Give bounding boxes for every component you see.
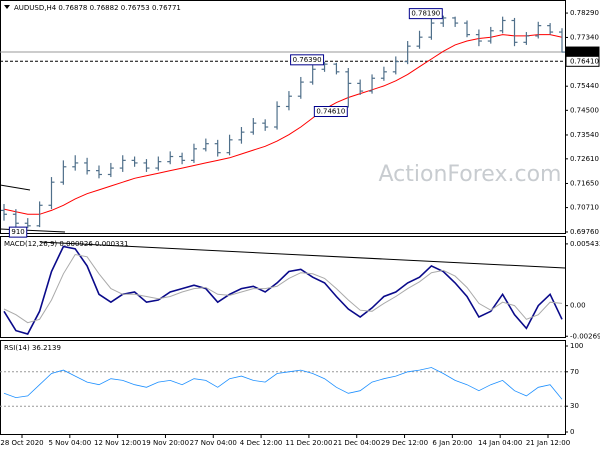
y-tick-label: 0.77340 [570,33,599,41]
level-label: 0.76771 [570,48,599,56]
annotation-box [290,54,325,66]
trend-line [0,184,31,191]
x-tick-label: 6 Jan 20:00 [432,439,472,447]
y-tick-label: 0.72610 [570,155,599,163]
price-title: AUDUSD,H4 0.76878 0.76882 0.76753 0.7677… [14,4,181,12]
x-tick-label: 27 Nov 04:00 [190,439,237,447]
x-tick-label: 28 Oct 2020 [0,439,43,447]
y-tick-label: 0.74500 [570,106,599,114]
y-tick-label: 0.75440 [570,82,599,90]
y-tick-label: 70 [570,368,579,376]
macd-title: MACD(12,26,9) 0.000926 0.000331 [4,240,128,248]
annotation-label: 910 [11,228,24,236]
dropdown-icon [4,5,10,9]
annotation-box [408,8,443,20]
trend-line [39,241,566,269]
x-tick-label: 19 Nov 20:00 [142,439,189,447]
y-tick-label: 0.73540 [570,131,599,139]
x-tick-label: 5 Nov 04:00 [48,439,91,447]
price-pane [0,0,566,234]
x-tick-label: 21 Dec 04:00 [333,439,380,447]
x-tick-label: 14 Jan 04:00 [478,439,522,447]
y-tick-label: 0.00 [570,302,586,310]
level-label: 0.76410 [570,57,599,65]
x-tick-label: 21 Jan 12:00 [526,439,570,447]
indicator-line [3,245,563,335]
x-tick-label: 12 Nov 12:00 [94,439,141,447]
annotation-box [313,106,348,118]
y-tick-label: 100 [570,342,583,350]
watermark: ActionForex.com [379,162,562,187]
y-tick-label: 0.69760 [570,228,599,236]
level-box [565,55,600,67]
annotation-label: 0.74610 [316,108,345,116]
macd-pane [0,236,566,338]
x-tick-label: 29 Dec 12:00 [381,439,428,447]
y-tick-label: 0.005433 [570,240,600,248]
annotation-label: 0.76390 [293,56,322,64]
y-tick-label: 0.78290 [570,9,599,17]
y-tick-label: 0.70710 [570,204,599,212]
annotation-box [8,226,28,238]
y-tick-label: 0 [570,428,574,436]
x-tick-label: 4 Dec 12:00 [240,439,283,447]
rsi-title: RSI(14) 36.2139 [4,344,61,352]
y-tick-label: -0.002694 [570,332,600,340]
indicator-line [3,253,563,324]
moving-average [3,34,563,215]
x-tick-label: 11 Dec 20:00 [285,439,332,447]
y-tick-label: 0.71650 [570,179,599,187]
annotation-label: 0.78190 [411,10,440,18]
y-tick-label: 30 [570,402,579,410]
indicator-line [3,367,563,400]
rsi-pane [0,340,566,435]
